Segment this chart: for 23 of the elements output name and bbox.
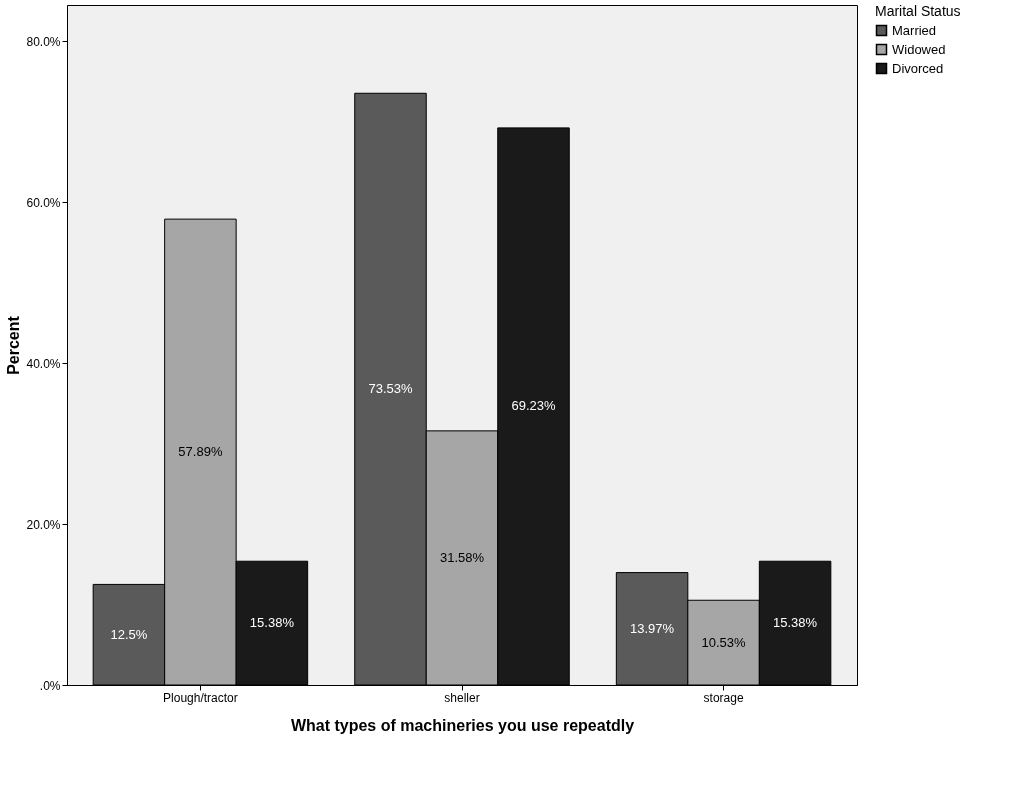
legend-label: Divorced [892,60,944,76]
data-label: 31.58% [439,549,485,565]
data-label: 15.38% [249,615,295,631]
x-tick-label: storage [703,690,744,705]
data-label: 57.89% [178,444,223,460]
data-label: 12.5% [110,626,148,642]
y-tick-label: .0% [39,678,61,693]
y-axis-title: Percent [5,315,23,375]
data-label: 15.38% [773,615,818,631]
data-label: 13.97% [630,620,675,636]
y-tick-label: 60.0% [26,195,61,210]
y-tick-label: 20.0% [26,517,61,532]
x-tick-label: Plough/tractor [163,690,238,705]
y-tick-label: 80.0% [26,34,61,49]
legend-label: Widowed [892,41,946,57]
x-axis-title: What types of machineries you use repeatdly [290,716,635,734]
legend-label: Married [892,22,937,38]
data-label: 73.53% [368,381,413,397]
data-label: 69.23% [511,398,556,414]
y-tick-label: 40.0% [26,356,61,371]
x-tick-label: sheller [444,690,480,705]
data-label: 10.53% [701,634,747,650]
legend-title: Marital Status [875,3,961,19]
